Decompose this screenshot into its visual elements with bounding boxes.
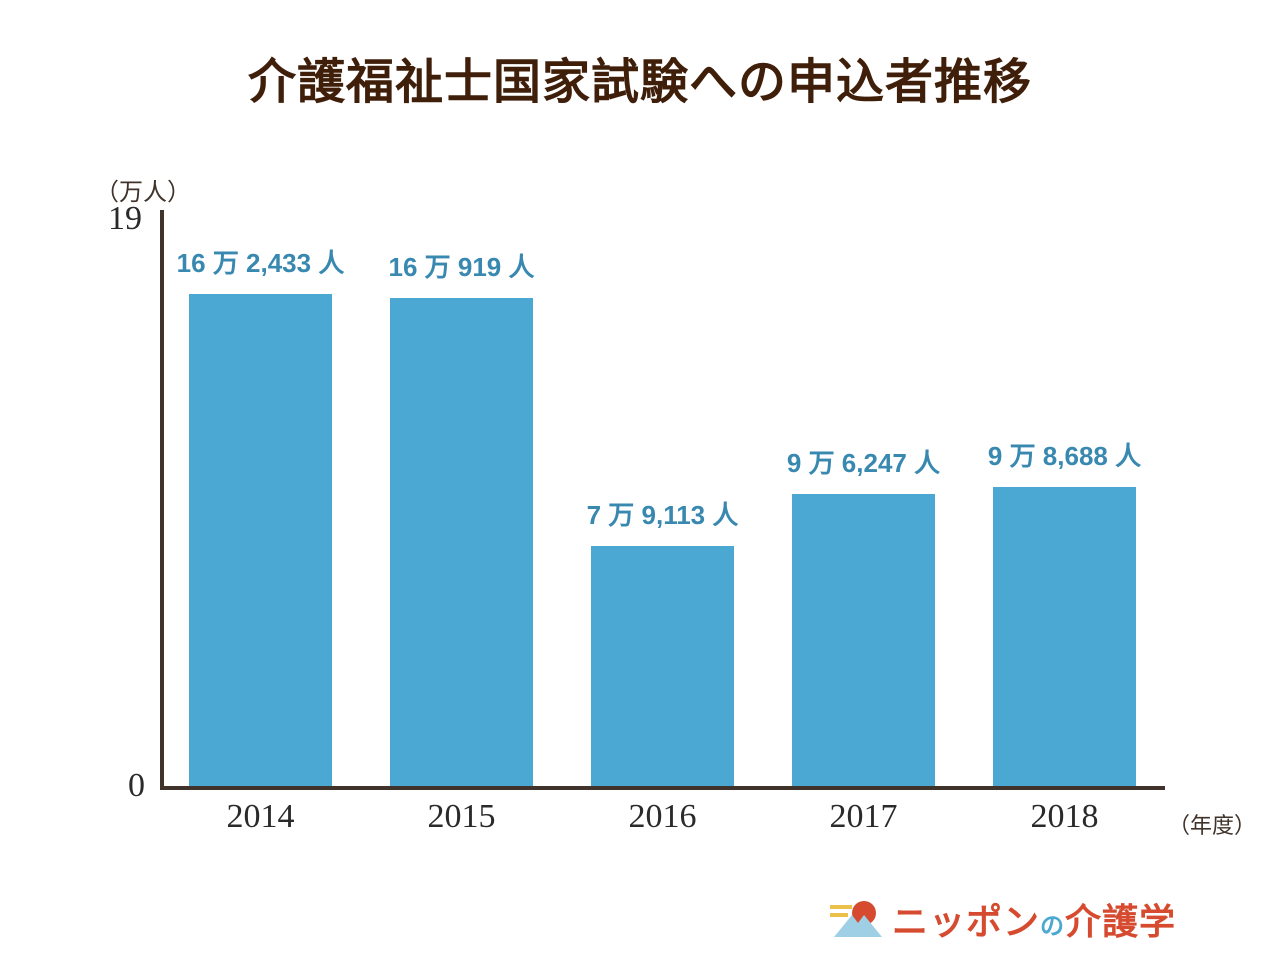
bar	[591, 546, 734, 786]
fuji-icon	[830, 897, 886, 942]
brand-logo: ニッポンの介護学	[830, 893, 1176, 945]
x-axis-tick-label: 2015	[361, 798, 562, 836]
bar-value-label: 7 万 9,113 人	[587, 495, 739, 532]
bar-value-label: 16 万 2,433 人	[177, 243, 345, 280]
x-axis-labels: 20142015201620172018	[160, 798, 1165, 836]
plot-region: 16 万 2,433 人 16 万 919 人 7 万 9,113 人 9 万 6,2…	[160, 210, 1165, 790]
bar-value-label: 9 万 6,247 人	[787, 443, 940, 480]
x-axis-unit-label: （年度）	[1168, 808, 1256, 840]
bar	[189, 294, 332, 786]
chart-area: （万人） 19 0 16 万 2,433 人16 万 919 人7 万 9,11…	[0, 0, 1280, 960]
bar-slot: 9 万 8,688 人	[964, 210, 1165, 790]
brand-text: ニッポンの介護学	[892, 893, 1176, 945]
bar	[390, 298, 533, 786]
x-axis-tick-label: 2018	[964, 798, 1165, 836]
x-axis-tick-label: 2014	[160, 798, 361, 836]
y-axis-max-label: 19	[108, 200, 142, 238]
brand-text-part2: 介護学	[1065, 901, 1176, 942]
bar-slot: 9 万 6,247 人	[763, 210, 964, 790]
bar-slot: 16 万 2,433 人	[160, 210, 361, 790]
bars-container: 16 万 2,433 人 16 万 919 人 7 万 9,113 人 9 万 6,2…	[160, 210, 1165, 790]
bar	[993, 487, 1136, 786]
x-axis-tick-label: 2016	[562, 798, 763, 836]
bar-slot: 16 万 919 人	[361, 210, 562, 790]
brand-text-no: の	[1040, 913, 1065, 940]
bar	[792, 494, 935, 786]
page: 介護福祉士国家試験への申込者推移 （万人） 19 0 16 万 2,433 人1…	[0, 0, 1280, 960]
y-axis-zero-label: 0	[128, 767, 145, 805]
x-axis-tick-label: 2017	[763, 798, 964, 836]
bar-value-label: 16 万 919 人	[389, 247, 535, 284]
brand-text-part1: ニッポン	[892, 901, 1040, 942]
bar-slot: 7 万 9,113 人	[562, 210, 763, 790]
bar-value-label: 9 万 8,688 人	[988, 436, 1141, 473]
